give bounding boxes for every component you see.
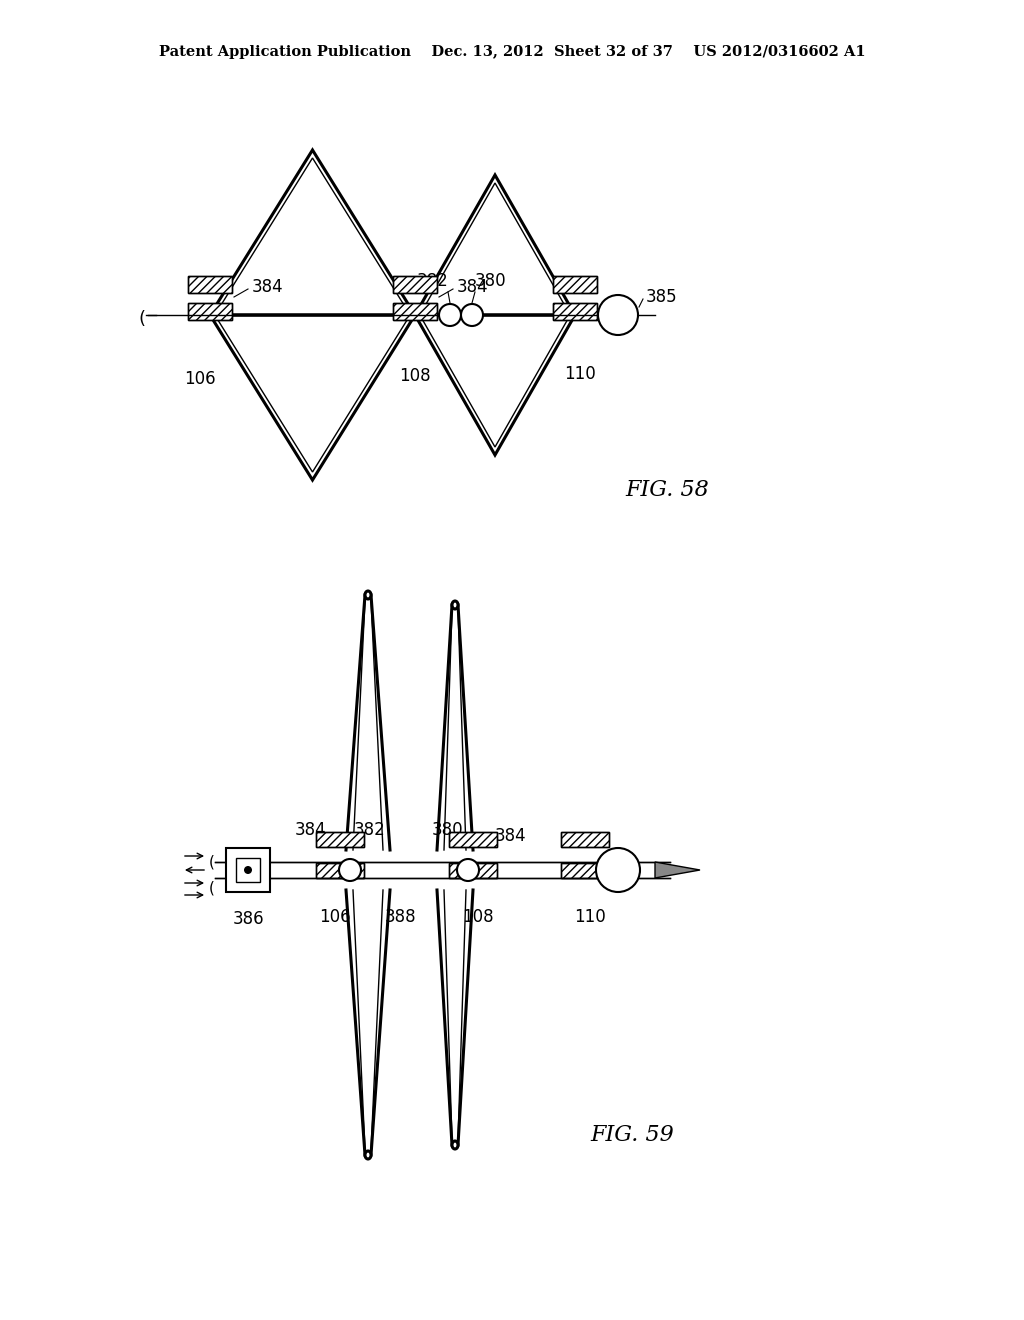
- Text: 110: 110: [574, 908, 606, 927]
- Circle shape: [457, 859, 479, 880]
- Bar: [316, 832, 364, 847]
- Text: 386: 386: [232, 909, 264, 928]
- Circle shape: [244, 866, 252, 874]
- Text: 110: 110: [564, 366, 596, 383]
- Text: 106: 106: [184, 370, 216, 388]
- Polygon shape: [655, 862, 700, 878]
- Bar: [236, 858, 260, 882]
- Bar: [316, 863, 364, 878]
- Bar: [561, 863, 609, 878]
- Text: 388: 388: [385, 908, 417, 927]
- Bar: [393, 304, 437, 319]
- Ellipse shape: [452, 601, 458, 609]
- Text: 380: 380: [431, 821, 463, 840]
- Text: FIG. 59: FIG. 59: [590, 1125, 674, 1146]
- Text: ): ): [137, 306, 144, 323]
- Text: 108: 108: [399, 367, 431, 385]
- Text: 384: 384: [495, 828, 526, 845]
- Bar: [553, 304, 597, 319]
- Bar: [316, 863, 364, 878]
- Bar: [316, 832, 364, 847]
- Circle shape: [596, 847, 640, 892]
- Bar: [561, 832, 609, 847]
- Bar: [553, 276, 597, 293]
- Bar: [188, 276, 232, 293]
- Text: 106: 106: [319, 908, 351, 927]
- Bar: [449, 832, 497, 847]
- Text: 385: 385: [646, 288, 678, 306]
- Ellipse shape: [365, 591, 371, 599]
- Text: (: (: [209, 880, 215, 895]
- Text: (: (: [209, 854, 215, 870]
- Circle shape: [461, 304, 483, 326]
- Text: 382: 382: [354, 821, 386, 840]
- Bar: [449, 863, 497, 878]
- Text: 382: 382: [416, 272, 449, 290]
- Bar: [188, 304, 232, 319]
- Bar: [449, 832, 497, 847]
- Text: 380: 380: [475, 272, 507, 290]
- Bar: [553, 304, 597, 319]
- Circle shape: [439, 304, 461, 326]
- Bar: [393, 276, 437, 293]
- Ellipse shape: [365, 1151, 371, 1159]
- Bar: [561, 832, 609, 847]
- Bar: [449, 863, 497, 878]
- Circle shape: [339, 859, 361, 880]
- Bar: [553, 276, 597, 293]
- Ellipse shape: [452, 1140, 458, 1148]
- Bar: [393, 304, 437, 319]
- Text: Patent Application Publication    Dec. 13, 2012  Sheet 32 of 37    US 2012/03166: Patent Application Publication Dec. 13, …: [159, 45, 865, 59]
- Bar: [226, 847, 270, 892]
- Bar: [188, 276, 232, 293]
- Text: 384: 384: [457, 279, 488, 296]
- Text: 384: 384: [294, 821, 326, 840]
- Bar: [188, 304, 232, 319]
- Text: 384: 384: [252, 279, 284, 296]
- Text: 108: 108: [462, 908, 494, 927]
- Circle shape: [598, 294, 638, 335]
- Bar: [393, 276, 437, 293]
- Bar: [561, 863, 609, 878]
- Text: FIG. 58: FIG. 58: [625, 479, 709, 502]
